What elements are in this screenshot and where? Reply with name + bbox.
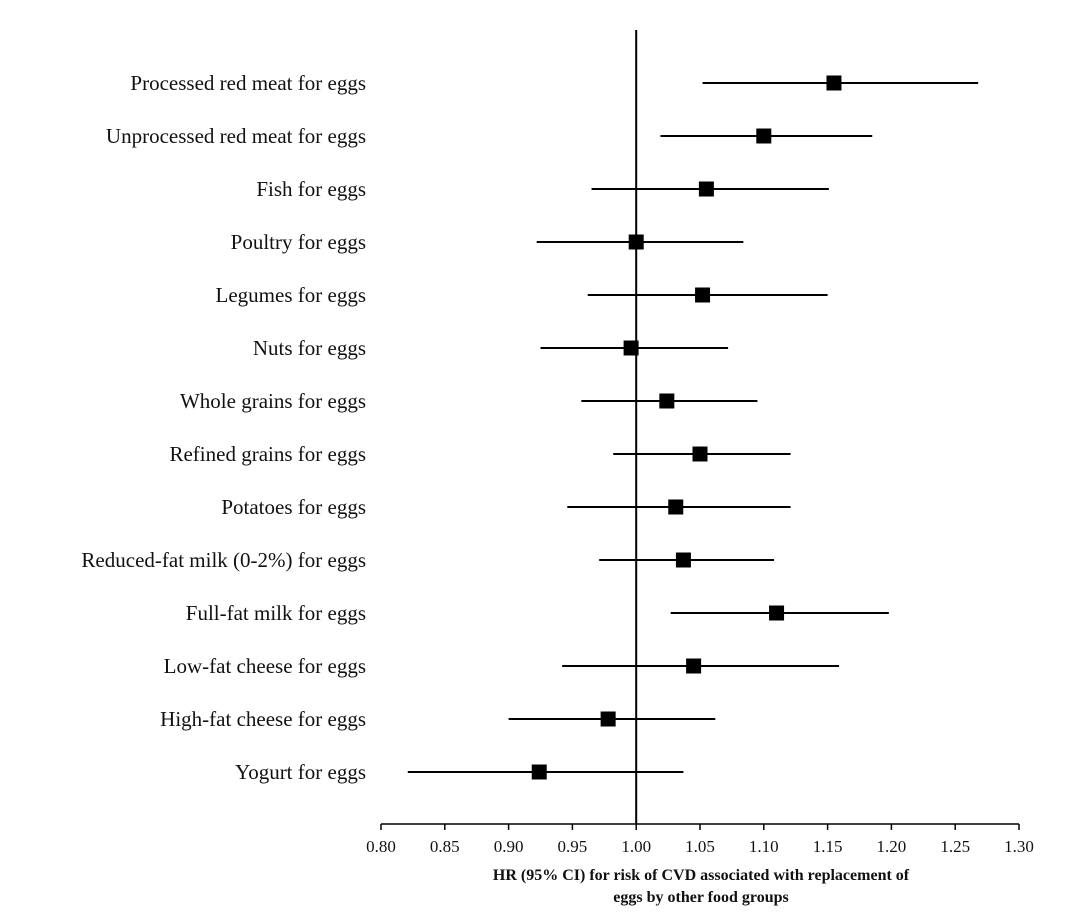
plot-area: 0.80 0.85 0.90 0.95 1.00 1.05 1.10 1.15 1.20 1.25…: [81, 30, 1034, 856]
category-label: Fish for eggs: [256, 177, 366, 201]
hr-marker: [826, 75, 842, 91]
x-tick-label: 0.80: [366, 837, 396, 856]
x-tick-label: 1.25: [940, 837, 970, 856]
category-label: Yogurt for eggs: [235, 760, 366, 784]
category-label: Unprocessed red meat for eggs: [106, 124, 366, 148]
category-label: Nuts for eggs: [253, 336, 366, 360]
category-label: Legumes for eggs: [216, 283, 366, 307]
x-tick-label: 0.95: [558, 837, 588, 856]
category-label: High-fat cheese for eggs: [160, 707, 366, 731]
hr-marker: [692, 446, 708, 462]
hr-marker: [769, 605, 785, 621]
hr-marker: [668, 499, 684, 515]
category-label: Reduced-fat milk (0-2%) for eggs: [81, 548, 366, 572]
hr-marker: [686, 658, 702, 674]
x-tick-label: 0.90: [494, 837, 524, 856]
hr-marker: [600, 711, 616, 727]
category-label: Processed red meat for eggs: [130, 71, 366, 95]
x-tick-label: 1.10: [749, 837, 779, 856]
category-label: Potatoes for eggs: [221, 495, 366, 519]
hr-marker: [659, 393, 675, 409]
hr-marker: [623, 340, 639, 356]
x-tick-label: 1.20: [877, 837, 907, 856]
category-label: Low-fat cheese for eggs: [164, 654, 366, 678]
x-tick-label: 1.15: [813, 837, 843, 856]
hr-marker: [756, 128, 772, 144]
hr-marker: [698, 181, 714, 197]
x-tick-label: 1.00: [621, 837, 651, 856]
x-axis-label-line1: HR (95% CI) for risk of CVD associated w…: [493, 867, 910, 884]
x-tick-label: 1.30: [1004, 837, 1034, 856]
category-label: Poultry for eggs: [231, 230, 366, 254]
category-label: Whole grains for eggs: [180, 389, 366, 413]
category-label: Refined grains for eggs: [169, 442, 366, 466]
hr-marker: [628, 234, 644, 250]
x-tick-label: 0.85: [430, 837, 460, 856]
x-tick-label: 1.05: [685, 837, 715, 856]
category-label: Full-fat milk for eggs: [186, 601, 366, 625]
hr-marker: [531, 764, 547, 780]
x-axis-label-line2: eggs by other food groups: [613, 889, 788, 906]
hr-marker: [675, 552, 691, 568]
hr-marker: [695, 287, 711, 303]
